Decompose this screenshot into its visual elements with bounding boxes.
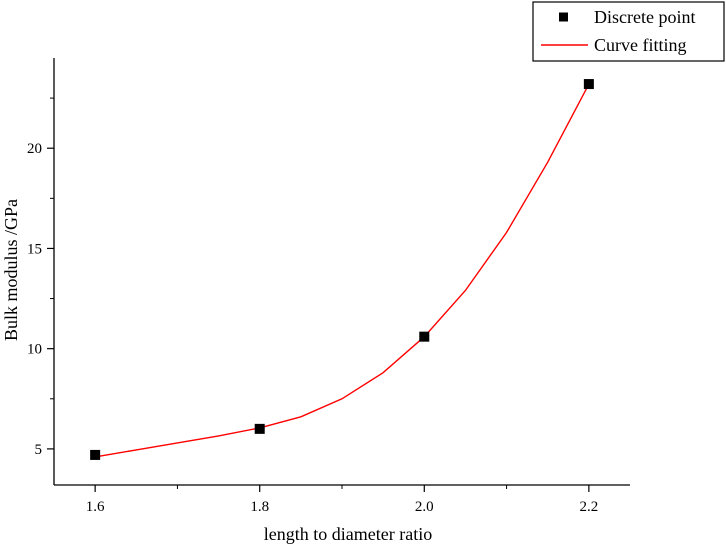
y-tick-label: 5 (35, 442, 43, 458)
axes (53, 58, 630, 486)
data-point (419, 331, 430, 342)
data-point (90, 449, 101, 460)
curve-fitting-line (94, 83, 590, 458)
y-axis-label: Bulk modulus /GPa (1, 199, 21, 341)
series-curve-fitting (94, 83, 590, 458)
x-tick-label: 1.6 (86, 499, 105, 515)
y-tick-label: 20 (27, 141, 42, 157)
legend-label: Curve fitting (594, 35, 687, 55)
y-tick-label: 10 (27, 342, 42, 358)
legend-box (532, 1, 725, 62)
legend-label: Discrete point (594, 7, 695, 27)
x-tick-label: 2.2 (579, 499, 598, 515)
y-axis-ticks: 5 10 15 20 (27, 97, 54, 458)
legend: Discrete point Curve fitting (532, 1, 725, 62)
data-point (254, 423, 265, 434)
legend-square-swatch (559, 12, 568, 22)
y-tick-label: 15 (27, 241, 42, 257)
series-discrete-point (90, 79, 594, 460)
x-tick-label: 2.0 (415, 499, 434, 515)
x-axis-ticks: 1.6 1.8 2.0 2.2 (86, 485, 598, 515)
x-axis-label: length to diameter ratio (264, 524, 432, 544)
x-tick-label: 1.8 (250, 499, 269, 515)
data-point (583, 79, 594, 90)
